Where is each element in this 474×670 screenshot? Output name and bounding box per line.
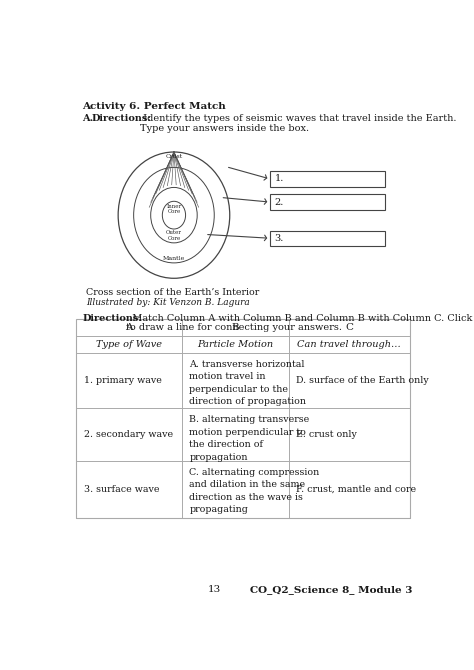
Text: CO_Q2_Science 8_ Module 3: CO_Q2_Science 8_ Module 3 — [249, 585, 412, 594]
Text: Particle Motion: Particle Motion — [197, 340, 273, 349]
Bar — [270, 172, 385, 187]
Text: 1. primary wave: 1. primary wave — [84, 376, 162, 385]
Text: D. surface of the Earth only: D. surface of the Earth only — [296, 376, 429, 385]
Text: 13: 13 — [208, 585, 221, 594]
Text: 3. surface wave: 3. surface wave — [84, 485, 160, 494]
Text: Can travel through…: Can travel through… — [297, 340, 401, 349]
Text: Type of Wave: Type of Wave — [96, 340, 162, 349]
Text: Cross section of the Earth’s Interior: Cross section of the Earth’s Interior — [86, 287, 260, 297]
Text: Directions:: Directions: — [92, 115, 152, 123]
Text: F. crust, mantle and core: F. crust, mantle and core — [296, 485, 417, 494]
Text: Illustrated by: Kit Venzon B. Lagura: Illustrated by: Kit Venzon B. Lagura — [86, 297, 250, 307]
Text: A.: A. — [82, 115, 93, 123]
Text: 1.: 1. — [275, 174, 284, 184]
Text: Inner
Core: Inner Core — [166, 204, 182, 214]
Text: Crust: Crust — [165, 154, 182, 159]
Text: 2. secondary wave: 2. secondary wave — [84, 430, 173, 439]
Text: Match Column A with Column B and Column B with Column C. Click: Match Column A with Column B and Column … — [126, 314, 472, 323]
Text: Type your answers inside the box.: Type your answers inside the box. — [140, 123, 309, 133]
Text: A: A — [125, 323, 133, 332]
Text: Activity 6. Perfect Match: Activity 6. Perfect Match — [82, 102, 226, 111]
Bar — [270, 230, 385, 246]
Bar — [76, 319, 410, 518]
Text: E. crust only: E. crust only — [296, 430, 357, 439]
Bar — [270, 194, 385, 210]
Text: A. transverse horizontal
motion travel in
perpendicular to the
direction of prop: A. transverse horizontal motion travel i… — [190, 360, 307, 407]
Text: Directions:: Directions: — [82, 314, 142, 323]
Text: B: B — [231, 323, 239, 332]
Text: 3.: 3. — [275, 234, 284, 243]
Text: C. alternating compression
and dilation in the same
direction as the wave is
pro: C. alternating compression and dilation … — [190, 468, 319, 514]
Text: B. alternating transverse
motion perpendicular to
the direction of
propagation: B. alternating transverse motion perpend… — [190, 415, 310, 462]
Text: C: C — [345, 323, 353, 332]
Text: Outer
Core: Outer Core — [166, 230, 182, 241]
Text: to draw a line for connecting your answers.: to draw a line for connecting your answe… — [126, 323, 342, 332]
Text: Mantle: Mantle — [163, 256, 185, 261]
Text: 2.: 2. — [275, 198, 284, 206]
Text: Identify the types of seismic waves that travel inside the Earth.: Identify the types of seismic waves that… — [140, 115, 456, 123]
